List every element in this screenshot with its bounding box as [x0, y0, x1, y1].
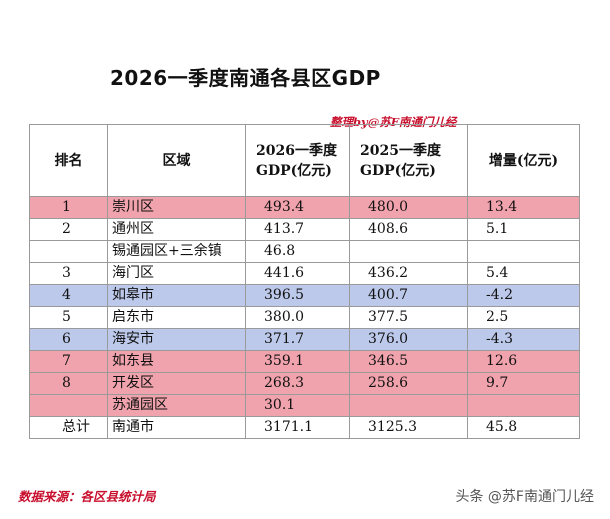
increase-cell: 5.1 [467, 218, 580, 241]
increase-cell: -4.2 [467, 284, 580, 307]
rank-cell: 6 [29, 328, 108, 351]
gdp-2025-cell: 480.0 [349, 196, 468, 219]
table-row: 7 如东县 359.1 346.5 12.6 [29, 350, 580, 373]
gdp-2026-cell: 3171.1 [245, 416, 350, 439]
region-cell: 如东县 [107, 350, 246, 373]
table-row: 锡通园区+三余镇 46.8 [29, 240, 580, 263]
region-cell: 崇川区 [107, 196, 246, 219]
gdp-2026-cell: 46.8 [245, 240, 350, 263]
rank-cell [29, 394, 108, 417]
rank-cell [29, 240, 108, 263]
rank-cell: 4 [29, 284, 108, 307]
rank-cell: 3 [29, 262, 108, 285]
toutiao-brand: 头条 @苏F南通门儿经 [455, 489, 594, 505]
gdp-2026-cell: 396.5 [245, 284, 350, 307]
table-row: 2 通州区 413.7 408.6 5.1 [29, 218, 580, 241]
gdp-2025-cell: 3125.3 [349, 416, 468, 439]
rank-cell: 总计 [29, 416, 108, 439]
gdp-2025-cell: 376.0 [349, 328, 468, 351]
region-cell: 如皋市 [107, 284, 246, 307]
table-row: 4 如皋市 396.5 400.7 -4.2 [29, 284, 580, 307]
region-cell: 苏通园区 [107, 394, 246, 417]
region-cell: 开发区 [107, 372, 246, 395]
region-cell: 海门区 [107, 262, 246, 285]
header-increase: 增量(亿元) [467, 124, 580, 197]
region-cell: 通州区 [107, 218, 246, 241]
region-cell: 锡通园区+三余镇 [107, 240, 246, 263]
gdp-table: 排名 区域 2026一季度GDP(亿元) 2025一季度GDP(亿元) 增量(亿… [29, 124, 580, 439]
gdp-2026-cell: 359.1 [245, 350, 350, 373]
table-row: 总计 南通市 3171.1 3125.3 45.8 [29, 416, 580, 439]
header-rank: 排名 [29, 124, 108, 197]
region-cell: 启东市 [107, 306, 246, 329]
table-row: 苏通园区 30.1 [29, 394, 580, 417]
rank-cell: 2 [29, 218, 108, 241]
table-row: 3 海门区 441.6 436.2 5.4 [29, 262, 580, 285]
table-row: 6 海安市 371.7 376.0 -4.3 [29, 328, 580, 351]
rank-cell: 8 [29, 372, 108, 395]
table-row: 5 启东市 380.0 377.5 2.5 [29, 306, 580, 329]
increase-cell: 5.4 [467, 262, 580, 285]
gdp-2025-cell [349, 240, 468, 263]
table-row: 8 开发区 268.3 258.6 9.7 [29, 372, 580, 395]
gdp-2025-cell [349, 394, 468, 417]
gdp-2025-cell: 408.6 [349, 218, 468, 241]
rank-cell: 1 [29, 196, 108, 219]
increase-cell: 13.4 [467, 196, 580, 219]
gdp-2026-cell: 268.3 [245, 372, 350, 395]
header-region: 区域 [107, 124, 246, 197]
gdp-2026-cell: 380.0 [245, 306, 350, 329]
rank-cell: 7 [29, 350, 108, 373]
increase-cell: -4.3 [467, 328, 580, 351]
gdp-2025-cell: 400.7 [349, 284, 468, 307]
page-title: 2026一季度南通各县区GDP [110, 66, 381, 90]
increase-cell [467, 240, 580, 263]
gdp-2025-cell: 346.5 [349, 350, 468, 373]
increase-cell: 45.8 [467, 416, 580, 439]
rank-cell: 5 [29, 306, 108, 329]
gdp-2025-cell: 436.2 [349, 262, 468, 285]
gdp-2025-cell: 258.6 [349, 372, 468, 395]
gdp-2026-cell: 371.7 [245, 328, 350, 351]
increase-cell: 2.5 [467, 306, 580, 329]
increase-cell: 9.7 [467, 372, 580, 395]
gdp-2026-cell: 30.1 [245, 394, 350, 417]
increase-cell [467, 394, 580, 417]
table-header-row: 排名 区域 2026一季度GDP(亿元) 2025一季度GDP(亿元) 增量(亿… [29, 124, 580, 197]
header-gdp-2025: 2025一季度GDP(亿元) [349, 124, 468, 197]
table-row: 1 崇川区 493.4 480.0 13.4 [29, 196, 580, 219]
gdp-2025-cell: 377.5 [349, 306, 468, 329]
region-cell: 南通市 [107, 416, 246, 439]
data-source-note: 数据来源：各区县统计局 [18, 489, 156, 504]
region-cell: 海安市 [107, 328, 246, 351]
gdp-2026-cell: 413.7 [245, 218, 350, 241]
gdp-2026-cell: 441.6 [245, 262, 350, 285]
gdp-2026-cell: 493.4 [245, 196, 350, 219]
increase-cell: 12.6 [467, 350, 580, 373]
header-gdp-2026: 2026一季度GDP(亿元) [245, 124, 350, 197]
